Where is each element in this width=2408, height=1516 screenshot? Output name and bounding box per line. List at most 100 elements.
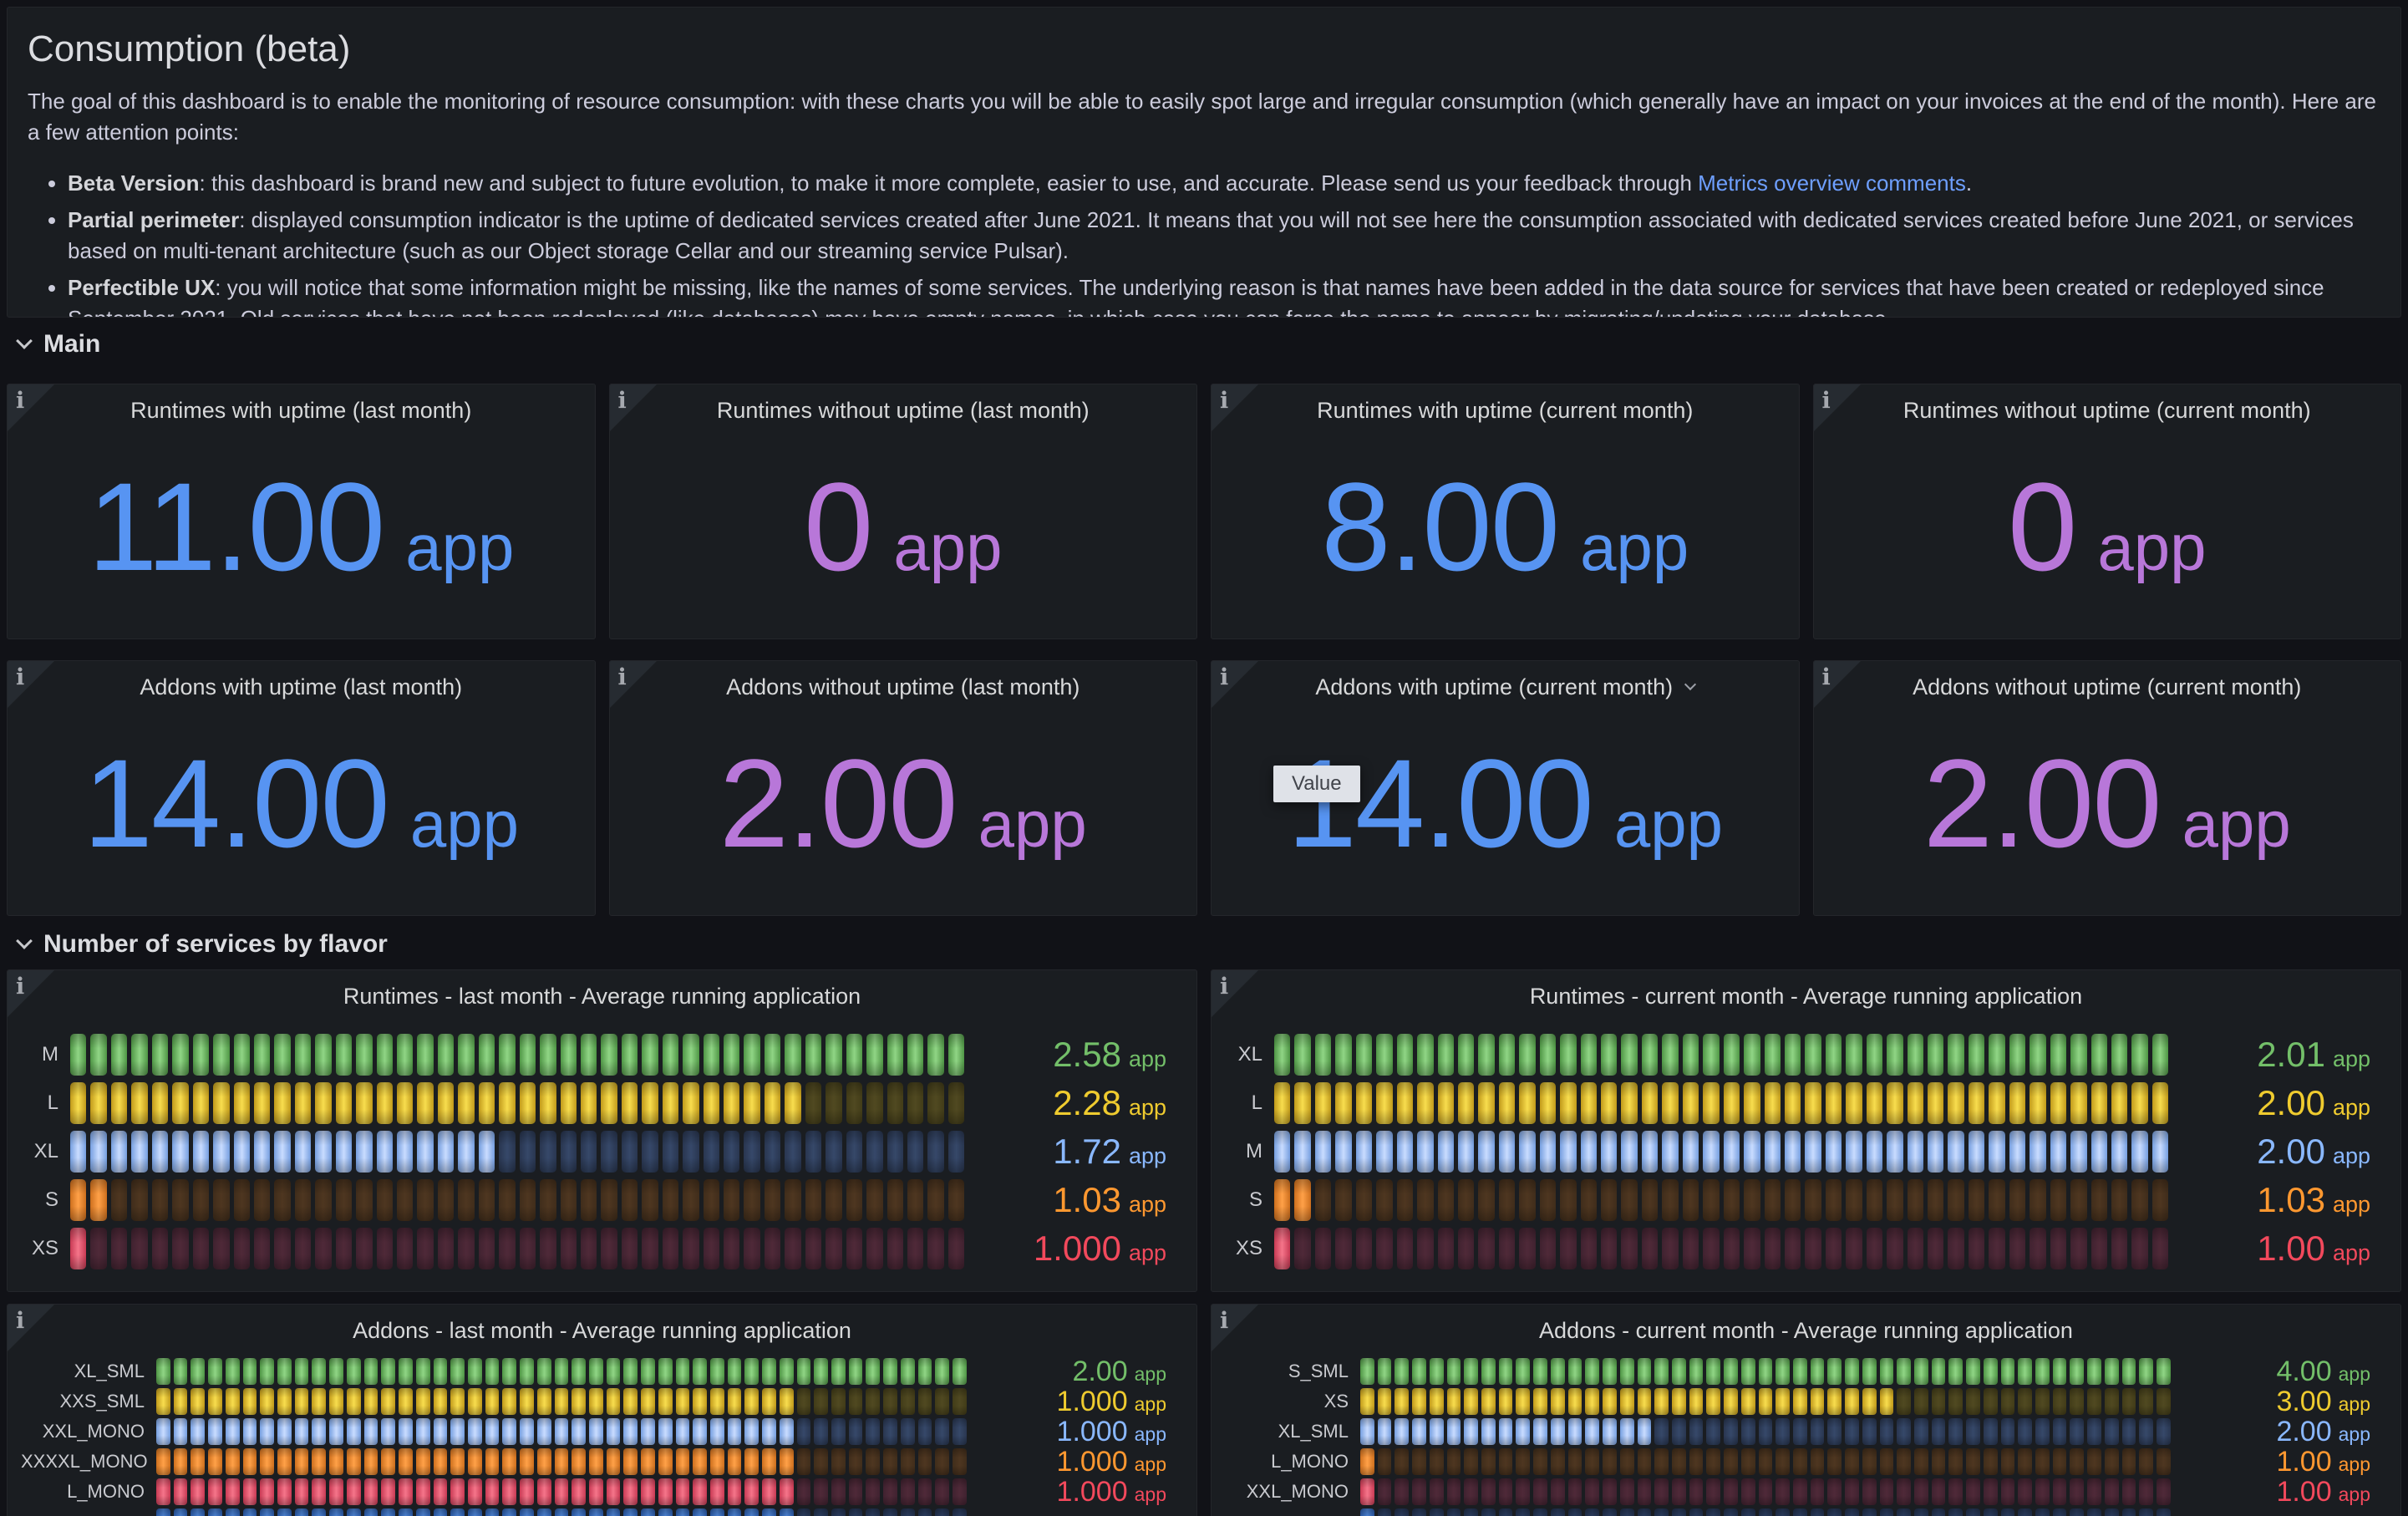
bar-cell	[294, 1082, 312, 1124]
panel-info-corner[interactable]	[1212, 1305, 1258, 1351]
bar-cell	[848, 1358, 863, 1385]
bar-cell	[1703, 1034, 1720, 1076]
panel-info-corner[interactable]	[1813, 661, 1861, 708]
bar-cell	[225, 1388, 240, 1415]
bar-cell	[623, 1418, 638, 1445]
bar-cell	[744, 1388, 759, 1415]
bar-cell	[415, 1418, 430, 1445]
panel-title[interactable]: Addons with uptime (last month)	[140, 674, 463, 699]
bar-cell	[536, 1508, 551, 1516]
bar-cell	[1827, 1388, 1842, 1415]
bar-cell	[191, 1418, 206, 1445]
bar-cell	[675, 1358, 690, 1385]
bar-cell	[131, 1179, 148, 1221]
info-icon: i	[617, 388, 627, 414]
bar-cell	[1376, 1082, 1393, 1124]
bar-cell	[1567, 1418, 1582, 1445]
panel-title[interactable]: Runtimes - last month - Average running …	[343, 983, 861, 1009]
bar-cell	[2052, 1418, 2067, 1445]
bar-cell	[662, 1034, 679, 1076]
bar-cell	[953, 1418, 967, 1445]
bar-cell	[907, 1228, 924, 1269]
bar-cell	[274, 1179, 291, 1221]
panel-title[interactable]: Runtimes without uptime (last month)	[716, 397, 1090, 423]
bar-cell	[727, 1478, 742, 1505]
bar-cell	[208, 1478, 222, 1505]
bar-cell	[1396, 1082, 1414, 1124]
bar-cell	[1887, 1131, 1903, 1173]
panel-title[interactable]: Runtimes with uptime (current month)	[1317, 397, 1694, 423]
panel-title[interactable]: Runtimes - current month - Average runni…	[1529, 983, 2083, 1009]
bar-cell	[467, 1358, 482, 1385]
intro-bullet-list: Beta Version: this dashboard is brand ne…	[23, 168, 2379, 317]
bar-cell	[900, 1418, 915, 1445]
bar-cell	[242, 1418, 257, 1445]
panel-title[interactable]: Runtimes without uptime (current month)	[1903, 397, 2311, 423]
bar-gauge-row: XXL_MONO 1.00 app	[1212, 1476, 2400, 1508]
bar-cell	[363, 1478, 378, 1505]
panel-info-corner[interactable]	[609, 384, 657, 431]
bar-cell	[1706, 1508, 1721, 1516]
section-header-flavors[interactable]: Number of services by flavor	[7, 928, 2401, 961]
panel-info-corner[interactable]	[8, 970, 54, 1017]
panel-info-corner[interactable]	[8, 1305, 54, 1351]
bar-cell	[554, 1478, 569, 1505]
bar-gauge-row	[1212, 1508, 2400, 1516]
bar-cell	[131, 1131, 148, 1173]
bar-row-label: XXS_SML	[59, 1391, 145, 1412]
panel-info-corner[interactable]	[8, 661, 54, 708]
info-icon: i	[1220, 664, 1229, 690]
panel-title[interactable]: Addons - last month - Average running ap…	[353, 1317, 851, 1343]
bar-cell	[762, 1358, 776, 1385]
bar-cell	[437, 1131, 455, 1173]
panel-info-corner[interactable]	[1212, 661, 1258, 708]
bar-cell	[1706, 1358, 1721, 1385]
bar-cell	[312, 1448, 327, 1475]
bar-cell	[554, 1418, 569, 1445]
metrics-overview-comments-link[interactable]: Metrics overview comments	[1698, 170, 1966, 196]
bullet-bold-label: Perfectible UX	[68, 275, 216, 300]
bar-gauge-row: XL_SML 2.00 app	[8, 1356, 1196, 1387]
bar-cell	[1764, 1034, 1781, 1076]
bar-cell	[658, 1448, 673, 1475]
section-header-main[interactable]: Main	[7, 328, 2401, 361]
panel-menu-chevron-icon[interactable]	[1684, 678, 1697, 691]
panel-title[interactable]: Addons - current month - Average running…	[1539, 1317, 2073, 1343]
bar-cell	[572, 1418, 586, 1445]
bar-cell	[953, 1448, 967, 1475]
bar-cell	[1845, 1418, 1859, 1445]
panel-title[interactable]: Addons with uptime (current month)	[1212, 661, 1799, 705]
bar-cell	[520, 1478, 534, 1505]
bar-cell	[156, 1448, 170, 1475]
bar-cell	[2139, 1388, 2154, 1415]
panel-info-corner[interactable]	[1212, 970, 1258, 1017]
bar-cell	[131, 1034, 148, 1076]
bar-cell	[1740, 1388, 1755, 1415]
bar-cell	[1931, 1478, 1946, 1505]
bar-cell	[848, 1448, 863, 1475]
bar-cell	[2070, 1448, 2085, 1475]
bar-row-value: 1.00 app	[2276, 1445, 2370, 1478]
bar-cell	[621, 1082, 638, 1124]
bar-cell	[1671, 1478, 1686, 1505]
panel-info-corner[interactable]	[1212, 384, 1258, 431]
bar-cell	[1810, 1388, 1825, 1415]
bar-cell	[1827, 1508, 1842, 1516]
panel-title[interactable]: Addons without uptime (last month)	[726, 674, 1080, 699]
bar-cell	[208, 1358, 222, 1385]
bar-cell	[886, 1179, 903, 1221]
panel-info-corner[interactable]	[8, 384, 54, 431]
bar-cell	[1516, 1478, 1531, 1505]
bar-cell	[277, 1358, 292, 1385]
panel-title[interactable]: Runtimes with uptime (last month)	[130, 397, 472, 423]
bar-cell	[1637, 1358, 1652, 1385]
bar-cell	[346, 1418, 361, 1445]
bar-cell	[1907, 1082, 1923, 1124]
bar-cell	[866, 1448, 881, 1475]
bar-cell	[417, 1179, 434, 1221]
bar-cell	[623, 1448, 638, 1475]
bar-panel-addons-current: i Addons - current month - Average runni…	[1211, 1304, 2401, 1516]
panel-info-corner[interactable]	[609, 661, 657, 708]
panel-title[interactable]: Addons without uptime (current month)	[1913, 674, 2302, 699]
panel-info-corner[interactable]	[1813, 384, 1861, 431]
